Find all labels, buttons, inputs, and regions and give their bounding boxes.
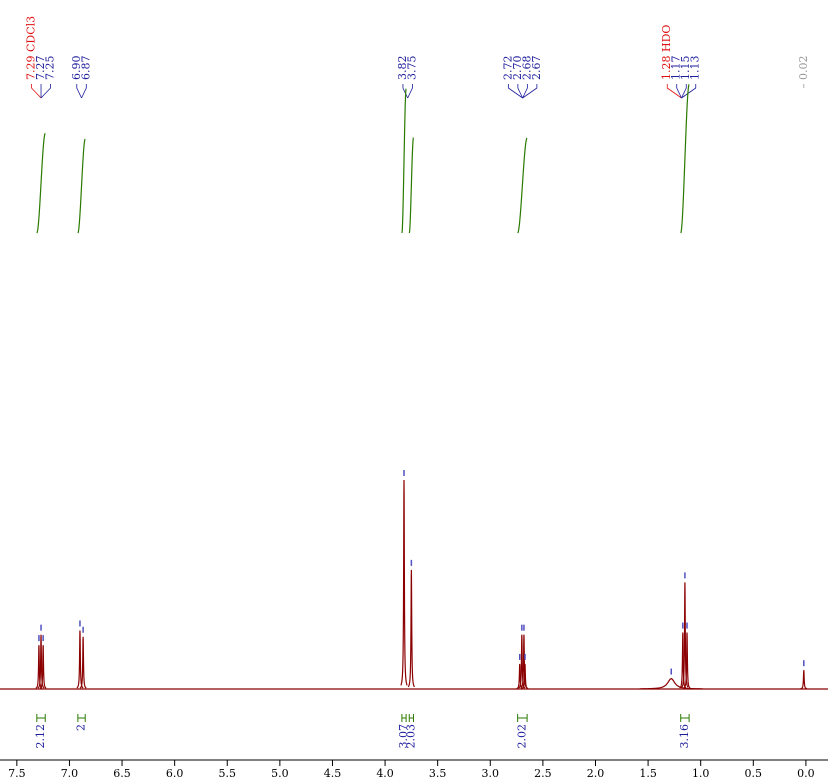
peak-label: 2.72 (501, 56, 514, 81)
x-tick-label: 2.5 (534, 767, 552, 780)
x-tick-label: 1.5 (639, 767, 657, 780)
peak-connector (76, 84, 82, 99)
integral-curve (680, 84, 690, 234)
peak-connector (666, 84, 682, 99)
x-tick-label: 2.0 (587, 767, 605, 780)
peak-connector (681, 84, 687, 99)
peak (39, 645, 47, 689)
integral-label: 2.03 (404, 724, 417, 749)
peak-label: 7.29 CDCl3 (25, 16, 38, 80)
integral-label: 3.16 (678, 724, 691, 749)
peak-connector (507, 84, 523, 99)
x-tick-label: 4.0 (376, 767, 394, 780)
x-tick-label: 0.0 (797, 767, 815, 780)
peak-label: 1.28 HDO (660, 25, 673, 80)
peak-connector (31, 84, 42, 99)
integral-label: 3.07 (397, 724, 410, 749)
peak (400, 479, 408, 686)
peak-connector (522, 84, 528, 99)
integral-label: 2.02 (515, 724, 528, 749)
peak-connector (81, 84, 87, 99)
peak-connector (676, 84, 682, 99)
peak (639, 677, 703, 690)
x-tick-label: 3.0 (482, 767, 500, 780)
x-tick-label: 0.5 (745, 767, 763, 780)
x-tick-label: 7.5 (8, 767, 26, 780)
peak-label: 6.90 (70, 56, 83, 81)
integral-label: 2.12 (34, 724, 47, 749)
peak-label: 7.27 (34, 55, 47, 80)
peak (76, 630, 84, 689)
integral-curve (517, 137, 528, 234)
peak-label: 3.75 (405, 56, 418, 81)
x-tick-label: 6.0 (166, 767, 184, 780)
peak-label: 3.82 (396, 56, 409, 81)
integral-label: 2 (75, 724, 88, 731)
peak-connector (40, 84, 51, 99)
peak-connector (522, 84, 538, 99)
integral-curve (401, 88, 407, 234)
peak-label: 2.68 (520, 56, 533, 81)
integral-curve (408, 137, 415, 234)
integral-curve (77, 138, 86, 234)
peak-label: 7.25 (44, 55, 57, 80)
peak-label: 6.87 (79, 56, 92, 81)
x-tick-label: 6.5 (113, 767, 131, 780)
peak (79, 636, 87, 689)
x-tick-label: 5.5 (219, 767, 237, 780)
peak (683, 632, 691, 689)
peak-connector (407, 84, 413, 99)
x-tick-label: 4.5 (324, 767, 342, 780)
peak-label: 1.15 (679, 56, 692, 81)
peak-connector (517, 84, 523, 99)
peak-label: 1.13 (689, 56, 702, 81)
peak-connector (681, 84, 697, 99)
x-tick-label: 7.0 (61, 767, 79, 780)
peak (407, 569, 416, 688)
peak (521, 663, 529, 690)
peak (681, 582, 689, 688)
peak (800, 670, 808, 690)
x-tick-label: 5.0 (271, 767, 289, 780)
peak-label: 1.17 (670, 56, 683, 81)
x-tick-label: 1.0 (692, 767, 710, 780)
peak-label: 2.67 (530, 56, 543, 81)
peak (37, 634, 45, 689)
x-tick-label: 3.5 (429, 767, 447, 780)
integral-curve (36, 132, 46, 234)
peak-label: 0.02 (797, 56, 810, 81)
peak-label: 2.70 (511, 56, 524, 81)
